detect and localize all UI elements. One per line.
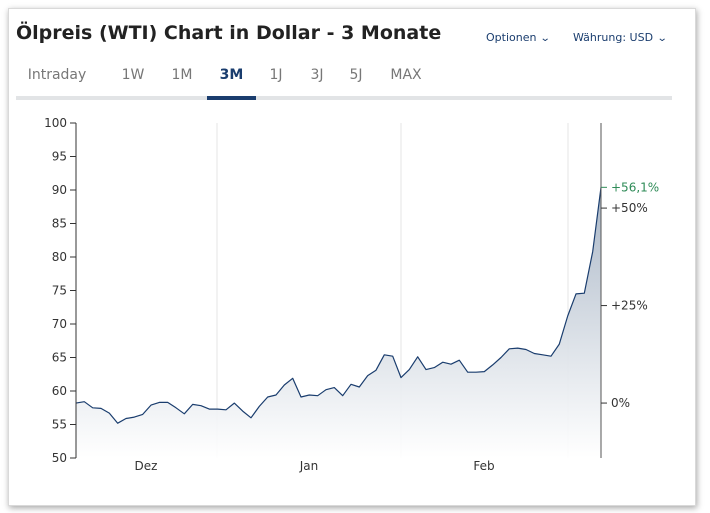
y-tick-label: 85 (52, 217, 67, 231)
y-tick-label: 65 (52, 351, 67, 365)
x-tick-label: Jan (299, 459, 319, 473)
price-area (76, 187, 601, 459)
x-tick-label: Dez (135, 459, 158, 473)
price-line (75, 187, 602, 424)
last-change-label: +56,1% (611, 180, 659, 194)
chevron-down-icon: ⌄ (540, 33, 552, 44)
currency-menu[interactable]: Währung: USD ⌄ (573, 31, 668, 44)
y-tick-label: 50 (52, 451, 67, 465)
chevron-down-icon: ⌄ (656, 33, 668, 44)
y-tick-label: 100 (44, 116, 67, 130)
y-tick-label: 55 (52, 418, 67, 432)
x-tick-label: Feb (473, 459, 494, 473)
y-tick-label: 70 (52, 317, 67, 331)
options-menu[interactable]: Optionen ⌄ (486, 31, 552, 44)
y-tick-label: 90 (52, 183, 67, 197)
pct-tick-label: +50% (611, 201, 648, 215)
tab-5j[interactable]: 5J (349, 67, 363, 83)
pct-tick-label: 0% (611, 396, 630, 410)
tab-1j[interactable]: 1J (269, 67, 283, 83)
y-tick-label: 80 (52, 250, 67, 264)
options-label: Optionen (486, 31, 537, 44)
y-tick-label: 75 (52, 284, 67, 298)
tab-max[interactable]: MAX (390, 67, 422, 83)
timerange-tabs: Intraday 1W 1M 3M 1J 3J 5J MAX (16, 62, 672, 100)
tab-3m[interactable]: 3M (207, 64, 256, 100)
page-title: Ölpreis (WTI) Chart in Dollar - 3 Monate (16, 22, 442, 44)
tab-3j[interactable]: 3J (310, 67, 324, 83)
tab-1m[interactable]: 1M (171, 67, 193, 83)
y-tick-label: 60 (52, 384, 67, 398)
y-tick-label: 95 (52, 150, 67, 164)
tab-1w[interactable]: 1W (121, 67, 145, 83)
pct-tick-label: +25% (611, 299, 648, 313)
currency-label: Währung: USD (573, 31, 654, 44)
tab-intraday[interactable]: Intraday (27, 67, 87, 83)
